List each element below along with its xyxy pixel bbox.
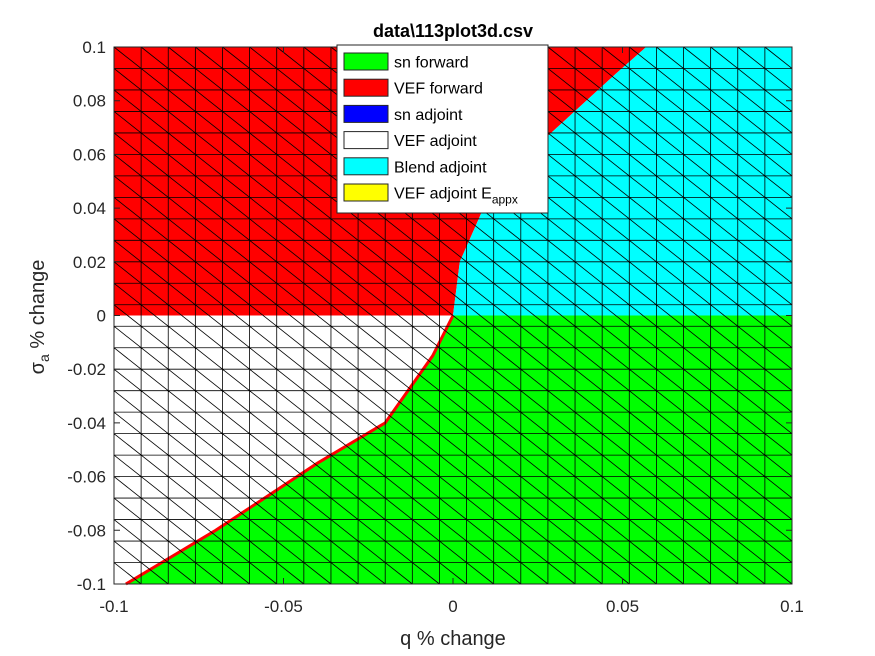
y-tick-label: 0.04 [73,199,106,218]
boundary-line [125,314,455,586]
y-tick-label: -0.04 [67,414,106,433]
legend-swatch [343,52,389,71]
legend-swatch [343,78,389,97]
legend-label-text: VEF forward [394,81,483,98]
legend-label-text: sn adjoint [394,107,463,124]
legend-swatch [343,157,389,176]
y-axis-label-symbol: σ [27,361,49,374]
legend-label: sn adjoint [394,107,463,124]
legend-label-text: Blend adjoint [394,159,487,176]
y-tick-label: -0.1 [77,575,106,594]
tick-marks [113,46,793,585]
y-axis-label-subscript: a [36,354,52,362]
y-tick-label: -0.06 [67,468,106,487]
y-tick-label: 0.02 [73,253,106,272]
legend-label: VEF forward [394,81,483,98]
y-tick-label: 0.08 [73,92,106,111]
x-tick-label: 0.1 [780,597,804,616]
tick-lines [113,46,793,585]
x-tick-label: 0 [448,597,457,616]
y-tick-labels: -0.1 -0.08 -0.06 -0.04 -0.02 0 0.02 0.04 0.06 0.0… [67,38,106,594]
legend-label-text: sn forward [394,55,469,72]
x-axis-label: q % change [400,628,506,650]
legend-label-text: VEF adjoint E [394,186,492,203]
y-axis-label-rest: % change [27,260,49,355]
legend-label: VEF adjoint [394,133,477,150]
y-tick-label: -0.08 [67,521,106,540]
legend-label: sn forward [394,55,469,72]
x-tick-label: -0.1 [99,597,128,616]
legend-label: VEF adjoint Eappx [394,186,518,207]
x-tick-labels: -0.1 -0.05 0 0.05 0.1 [99,597,803,616]
legend-swatch [343,183,389,202]
y-tick-label: 0 [97,307,106,326]
region-4 [453,47,792,316]
legend[interactable]: sn forward VEF forward sn adjoint VEF adjoi… [336,44,549,214]
y-tick-label: -0.02 [67,360,106,379]
region-3 [114,315,453,584]
x-tick-label: -0.05 [264,597,303,616]
legend-label-subscript: appx [492,193,518,207]
y-axis-label: σa % change [27,260,52,375]
legend-label: Blend adjoint [394,159,487,176]
y-tick-label: 0.06 [73,145,106,164]
legend-label-text: VEF adjoint [394,133,477,150]
chart-title: data\113plot3d.csv [373,21,533,41]
x-tick-label: 0.05 [606,597,639,616]
legend-swatch [343,104,389,123]
y-tick-label: 0.1 [82,38,106,57]
legend-swatch [343,131,389,150]
